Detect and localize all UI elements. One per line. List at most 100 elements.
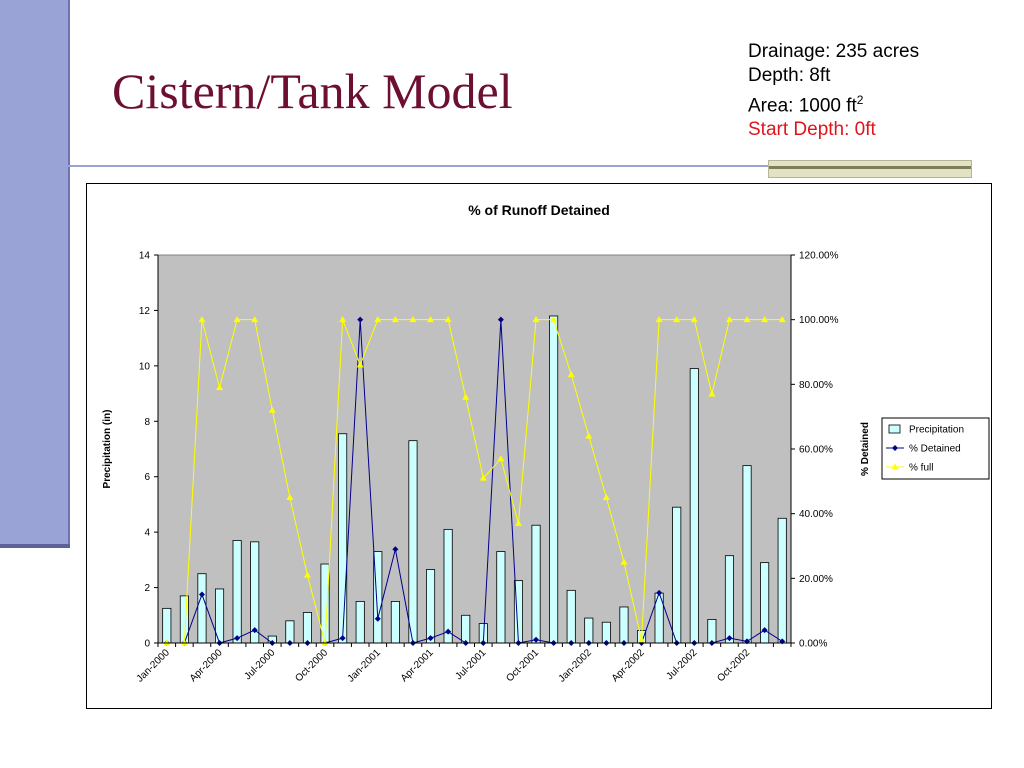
detained-point	[251, 627, 258, 634]
area-text-main: Area: 1000 ft	[748, 95, 857, 117]
detained-point	[339, 635, 346, 642]
legend-swatch-precipitation	[888, 424, 901, 434]
y2-tick-label: 120.00%	[799, 251, 839, 262]
y-tick-label: 6	[144, 472, 150, 483]
full-point	[532, 316, 540, 323]
x-tick-label: Oct-2000	[293, 647, 330, 684]
precipitation-bar	[285, 620, 295, 644]
y-tick-label: 2	[144, 583, 150, 594]
full-point	[620, 558, 628, 565]
x-tick-label: Apr-2000	[188, 647, 225, 684]
full-point	[743, 316, 751, 323]
chart-frame: % of Runoff Detained 0 2 4 6 8 10 12 14 0.00% 20.…	[86, 183, 992, 709]
precipitation-bar	[338, 433, 348, 644]
precipitation-bar	[777, 517, 787, 644]
y-tick-label: 4	[144, 528, 150, 539]
detained-point	[761, 627, 768, 634]
full-point	[708, 390, 716, 397]
detained-point	[533, 636, 540, 643]
area-exponent: 2	[856, 93, 864, 107]
full-point	[585, 432, 593, 439]
x-tick-label: Oct-2001	[504, 647, 541, 684]
precipitation-bar	[426, 569, 436, 644]
precipitation-bar	[689, 368, 699, 644]
y-tick-label: 0	[144, 639, 150, 650]
full-point	[374, 316, 382, 323]
y2-tick-label: 60.00%	[799, 445, 833, 456]
precipitation-bar	[408, 440, 418, 644]
full-point	[514, 519, 522, 526]
legend-label: % full	[909, 463, 933, 474]
precipitation-bar	[232, 540, 242, 644]
x-tick-label: Jul-2002	[665, 647, 700, 682]
precipitation-bar	[672, 506, 682, 644]
full-point	[567, 371, 575, 378]
start-depth-text: Start Depth: 0ft	[748, 119, 876, 141]
x-tick-label: Jan-2002	[557, 647, 595, 685]
full-point	[356, 361, 364, 368]
precipitation-bar	[496, 551, 506, 644]
full-point	[339, 316, 347, 323]
precipitation-bar	[601, 621, 611, 644]
full-point	[216, 384, 224, 391]
y2-tick-label: 80.00%	[799, 380, 833, 391]
y-tick-label: 10	[139, 361, 151, 372]
y2-tick-label: 0.00%	[799, 639, 827, 650]
precipitation-bar	[707, 619, 717, 644]
full-point	[655, 316, 663, 323]
full-point	[198, 316, 206, 323]
full-point	[690, 316, 698, 323]
series-lines	[163, 316, 786, 646]
full-point	[409, 316, 417, 323]
detained-point	[726, 635, 733, 642]
full-point	[479, 474, 487, 481]
precipitation-bar	[355, 601, 365, 644]
precipitation-bar	[461, 614, 471, 644]
detained-point	[445, 628, 452, 635]
full-point	[462, 393, 470, 400]
legend-label: Precipitation	[909, 425, 964, 436]
full-point	[725, 316, 733, 323]
title-divider	[42, 165, 972, 167]
slide-title: Cistern/Tank Model	[112, 63, 513, 119]
legend-marker-detained	[892, 445, 898, 451]
full-point	[233, 316, 241, 323]
legend-label: % Detained	[909, 444, 961, 455]
full-point	[638, 636, 646, 643]
legend-marker-full	[891, 463, 899, 470]
precipitation-bar	[302, 612, 312, 644]
slide-accent-bar-base	[0, 544, 70, 548]
detained-point	[374, 615, 381, 622]
precipitation-bar	[619, 606, 629, 644]
precipitation-bar	[549, 315, 559, 644]
full-point	[550, 316, 558, 323]
x-tick-label: Jul-2000	[243, 647, 278, 682]
full-point	[778, 316, 786, 323]
y-tick-label: 8	[144, 417, 150, 428]
precipitation-bar	[724, 555, 734, 644]
x-tick-label: Jan-2000	[135, 647, 173, 685]
slide-accent-bar	[0, 0, 70, 546]
full-point	[761, 316, 769, 323]
full-point	[268, 406, 276, 413]
full-point	[286, 494, 294, 500]
detained-point	[357, 316, 364, 323]
runoff-chart: % of Runoff Detained 0 2 4 6 8 10 12 14 0.00% 20.…	[102, 202, 990, 685]
precipitation-bar	[390, 601, 400, 644]
precipitation-bar	[162, 607, 172, 644]
full-point	[303, 571, 311, 578]
depth-text: Depth: 8ft	[748, 65, 831, 86]
precipitation-bar	[742, 465, 752, 644]
y-axis-label: Precipitation (in)	[102, 410, 113, 489]
full-point	[391, 316, 399, 323]
precipitation-bar	[566, 589, 576, 644]
full-line	[166, 319, 783, 644]
y2-axis-label: % Detained	[860, 422, 871, 476]
y2-tick-label: 20.00%	[799, 574, 833, 585]
x-tick-label: Jul-2001	[454, 647, 489, 682]
full-point	[497, 455, 505, 462]
precipitation-bar	[443, 528, 453, 644]
y2-tick-label: 100.00%	[799, 315, 839, 326]
detained-point	[392, 546, 399, 553]
chart-title: % of Runoff Detained	[468, 202, 610, 218]
